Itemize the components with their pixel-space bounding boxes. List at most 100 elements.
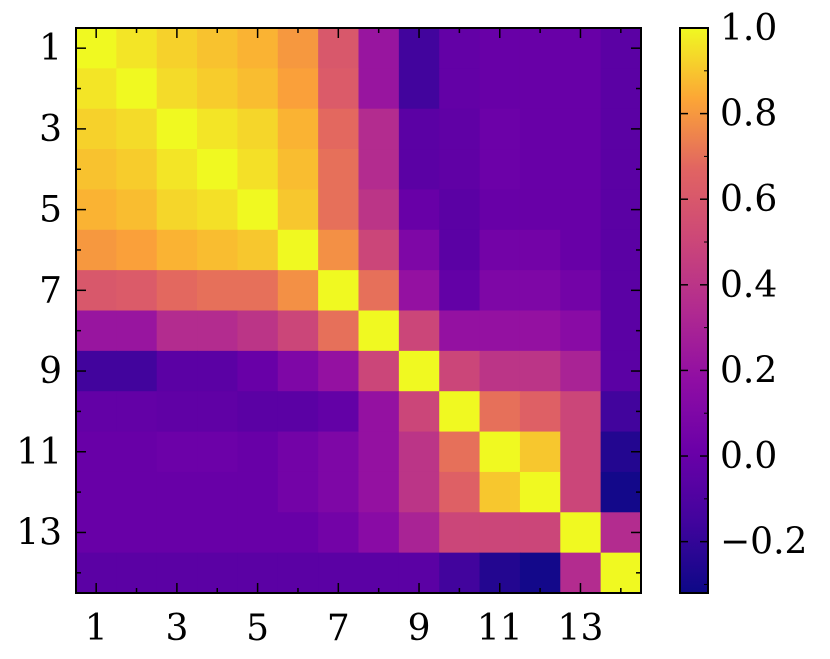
heatmap-cell (116, 229, 158, 271)
heatmap-cell (277, 189, 319, 231)
heatmap-cell (237, 189, 279, 231)
heatmap-cell (358, 310, 400, 352)
heatmap-cell (76, 149, 117, 190)
heatmap-cell (479, 270, 521, 311)
y-tick-label: 1 (39, 28, 62, 69)
heatmap-cell (439, 229, 481, 271)
heatmap-cell (519, 149, 561, 190)
heatmap-cell (116, 391, 158, 433)
heatmap-cell (519, 229, 561, 271)
y-tick-label: 13 (16, 512, 62, 553)
heatmap-cell (479, 68, 521, 110)
heatmap-cell (318, 108, 359, 150)
heatmap-cell (600, 391, 642, 433)
heatmap-cell (439, 108, 481, 150)
heatmap-cell (197, 431, 238, 473)
heatmap-cell (197, 229, 238, 271)
heatmap-cell (560, 471, 602, 513)
heatmap-cell (600, 552, 642, 594)
heatmap-cell (600, 68, 642, 110)
heatmap-cell (560, 391, 602, 433)
heatmap-cell (237, 431, 279, 473)
y-tick-label: 11 (16, 432, 62, 473)
heatmap-cell (237, 270, 279, 311)
heatmap-cell (398, 391, 440, 433)
heatmap-cell (358, 350, 400, 392)
heatmap-cell (600, 149, 642, 190)
heatmap-cell (479, 471, 521, 513)
heatmap-cell (237, 512, 279, 554)
heatmap-cell (237, 350, 279, 392)
heatmap-cell (398, 189, 440, 231)
heatmap-cell (116, 28, 158, 69)
heatmap-cell (237, 108, 279, 150)
heatmap-cell (76, 310, 117, 352)
heatmap-cell (197, 270, 238, 311)
heatmap-cell (76, 471, 117, 513)
heatmap-cell (358, 391, 400, 433)
heatmap-cell (439, 28, 481, 69)
heatmap-cell (318, 149, 359, 190)
heatmap-cell (277, 310, 319, 352)
heatmap-cell (197, 350, 238, 392)
heatmap-cell (358, 471, 400, 513)
heatmap-cell (479, 229, 521, 271)
heatmap-cell (116, 350, 158, 392)
heatmap-cell (156, 189, 198, 231)
heatmap-cell (197, 108, 238, 150)
heatmap-cell (439, 471, 481, 513)
heatmap-cell (479, 350, 521, 392)
heatmap-cell (197, 189, 238, 231)
heatmap-cell (398, 310, 440, 352)
heatmap-cell (398, 229, 440, 271)
colorbar-tick-label: 0.6 (720, 179, 777, 220)
heatmap-cell (277, 431, 319, 473)
colorbar-tick-label: 0.4 (720, 265, 777, 306)
heatmap-cell (156, 229, 198, 271)
plot-frame (75, 27, 642, 594)
heatmap-cell (439, 350, 481, 392)
heatmap-cell (479, 108, 521, 150)
heatmap-cell (519, 391, 561, 433)
heatmap-cell (358, 229, 400, 271)
heatmap-cell (116, 431, 158, 473)
heatmap-cell (560, 512, 602, 554)
heatmap-cell (358, 552, 400, 594)
x-tick-label: 7 (327, 608, 350, 649)
heatmap-cell (277, 149, 319, 190)
heatmap-cell (116, 310, 158, 352)
heatmap-cell (560, 270, 602, 311)
heatmap-cell (277, 229, 319, 271)
y-tick-label: 9 (39, 351, 62, 392)
heatmap-cells (76, 28, 642, 594)
heatmap-cell (156, 350, 198, 392)
heatmap-cell (560, 189, 602, 231)
heatmap-cell (560, 149, 602, 190)
heatmap-cell (237, 391, 279, 433)
heatmap-cell (318, 270, 359, 311)
heatmap-cell (116, 108, 158, 150)
axis-ticks (76, 28, 641, 593)
x-tick-label: 11 (477, 608, 523, 649)
heatmap-cell (116, 471, 158, 513)
heatmap-cell (116, 189, 158, 231)
heatmap-cell (116, 149, 158, 190)
heatmap-cell (398, 149, 440, 190)
heatmap-cell (277, 68, 319, 110)
heatmap-cell (156, 149, 198, 190)
heatmap-cell (519, 512, 561, 554)
heatmap-cell (358, 108, 400, 150)
heatmap-cell (479, 310, 521, 352)
heatmap-cell (560, 350, 602, 392)
heatmap-cell (277, 512, 319, 554)
heatmap-cell (519, 108, 561, 150)
heatmap-cell (519, 28, 561, 69)
heatmap-cell (197, 471, 238, 513)
heatmap-cell (156, 108, 198, 150)
heatmap-cell (156, 391, 198, 433)
heatmap-cell (479, 149, 521, 190)
heatmap-cell (560, 68, 602, 110)
y-tick-label: 3 (39, 109, 62, 150)
colorbar (679, 27, 709, 594)
heatmap-cell (439, 512, 481, 554)
